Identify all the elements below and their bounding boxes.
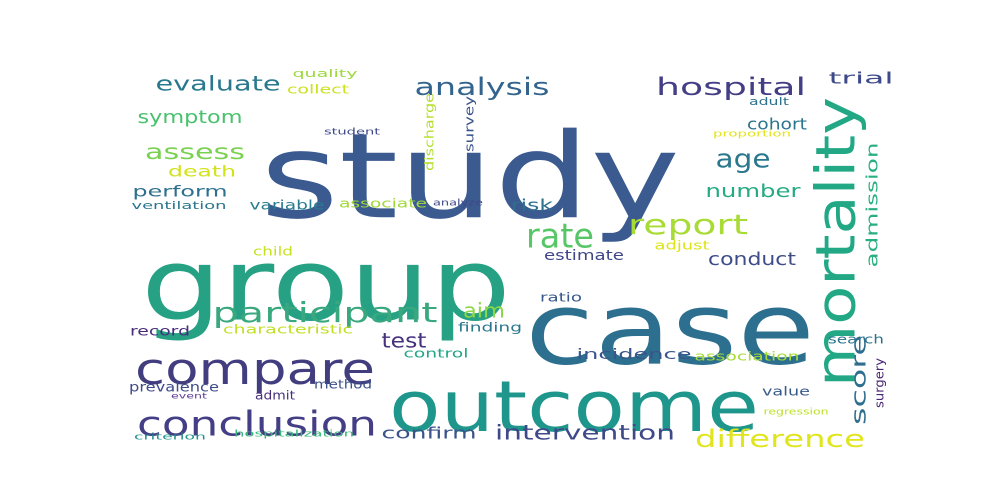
word-analysis: analysis — [415, 73, 550, 101]
word-search: search — [828, 333, 884, 347]
word-child: child — [253, 245, 293, 259]
word-adult: adult — [749, 95, 790, 108]
word-adjust: adjust — [655, 239, 710, 253]
word-assess: assess — [145, 140, 245, 164]
word-test: test — [382, 329, 427, 353]
word-student: student — [324, 128, 381, 138]
word-hospitalization: hospitalization — [234, 430, 354, 440]
word-cohort: cohort — [747, 115, 807, 134]
word-group: group — [141, 226, 511, 343]
word-event: event — [171, 392, 207, 401]
word-finding: finding — [458, 321, 522, 335]
word-associate: associate — [339, 197, 427, 211]
word-value: value — [762, 385, 810, 399]
word-surgery: surgery — [873, 358, 887, 408]
word-case: case — [525, 270, 815, 387]
word-collect: collect — [287, 83, 349, 97]
word-number: number — [706, 181, 802, 202]
word-ratio: ratio — [540, 291, 582, 305]
word-report: report — [628, 208, 748, 241]
word-method: method — [314, 378, 372, 392]
word-score: score — [847, 335, 871, 425]
word-hospital: hospital — [656, 73, 806, 101]
word-participant: participant — [213, 296, 438, 329]
word-quality: quality — [293, 67, 359, 80]
word-control: control — [404, 347, 469, 361]
word-conclusion: conclusion — [137, 405, 377, 445]
word-admit: admit — [255, 389, 295, 403]
word-regression: regression — [764, 408, 829, 418]
word-criterion: criterion — [134, 433, 206, 443]
word-prevalence: prevalence — [129, 381, 219, 396]
word-characteristic: characteristic — [223, 323, 353, 337]
word-confirm: confirm — [382, 424, 477, 443]
word-study: study — [260, 107, 680, 245]
word-risk: risk — [511, 196, 554, 215]
word-aim: aim — [463, 299, 505, 323]
word-incidence: incidence — [577, 347, 692, 363]
word-estimate: estimate — [544, 248, 624, 264]
word-ventilation: ventilation — [132, 199, 227, 212]
word-trial: trial — [829, 69, 894, 88]
word-record: record — [130, 325, 190, 340]
word-analyze: analyze — [433, 199, 484, 209]
word-discharge: discharge — [423, 93, 437, 171]
word-death: death — [168, 163, 236, 181]
word-conduct: conduct — [708, 249, 796, 270]
word-outcome: outcome — [389, 366, 759, 448]
word-evaluate: evaluate — [156, 72, 281, 96]
word-admission: admission — [863, 143, 882, 268]
word-age: age — [716, 145, 771, 175]
word-association: association — [695, 350, 800, 364]
word-compare: compare — [135, 344, 375, 395]
word-variable: variable — [250, 199, 325, 214]
word-intervention: intervention — [495, 421, 675, 445]
word-difference: difference — [695, 425, 865, 453]
word-proportion: proportion — [713, 130, 791, 140]
word-rate: rate — [526, 217, 594, 257]
word-perform: perform — [133, 183, 228, 201]
word-survey: survey — [463, 96, 477, 152]
word-symptom: symptom — [138, 107, 243, 128]
word-mortality: mortality — [805, 97, 868, 387]
